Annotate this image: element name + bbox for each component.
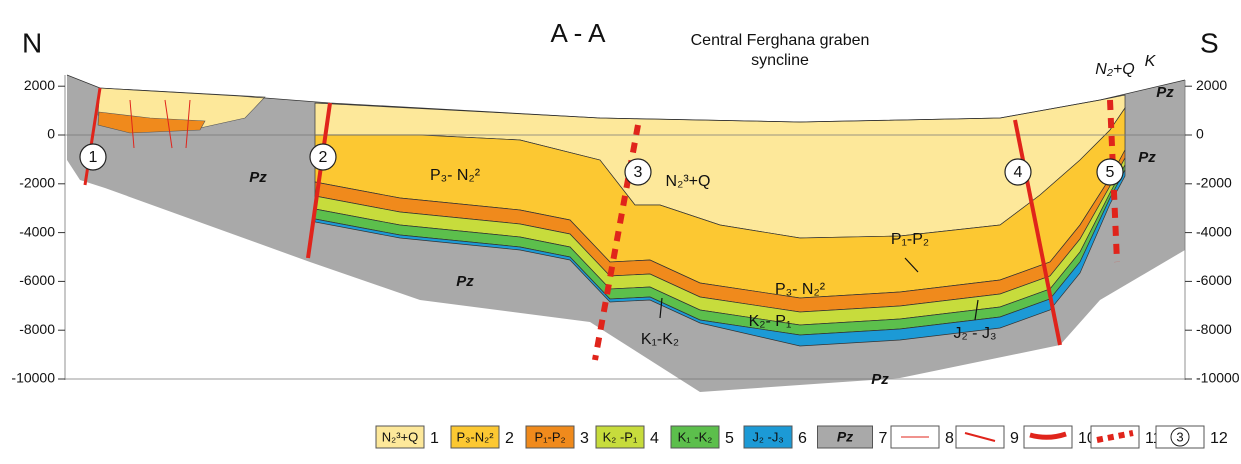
legend-number: 6 [798, 430, 807, 447]
layer-label: Pz [249, 169, 267, 186]
tick-label: -4000 [19, 223, 55, 239]
layer-label: P₃- N₂² [775, 281, 826, 298]
feature-label: syncline [751, 52, 809, 69]
tick-label: 2000 [1196, 77, 1227, 93]
tick-label: -6000 [1196, 272, 1232, 288]
layer-label: N₂+Q [1095, 61, 1134, 78]
tick-label: -8000 [19, 321, 55, 337]
layer-label: Pz [456, 273, 474, 290]
layer-label: Pz [871, 371, 889, 388]
tick-label: 2000 [24, 77, 55, 93]
legend-number: 9 [1010, 430, 1019, 447]
layer-label: J₂ - J₃ [954, 325, 997, 342]
legend-symbol: N₂³+Q [382, 429, 418, 444]
legend-number: 8 [945, 430, 954, 447]
legend-number: 5 [725, 430, 734, 447]
tick-label: -2000 [1196, 175, 1232, 191]
layer-label: P₃- N₂² [430, 167, 481, 184]
fault-number: 5 [1106, 164, 1115, 181]
legend-symbol: P₃-N₂² [456, 429, 494, 444]
legend-number: 1 [430, 430, 439, 447]
fault-number: 1 [89, 149, 98, 166]
north-label: N [22, 27, 42, 58]
legend-number: 12 [1210, 430, 1228, 447]
legend-symbol: J₂ -J₃ [752, 429, 783, 444]
legend-number: 3 [580, 430, 589, 447]
legend-symbol: K₂ -P₁ [603, 429, 638, 444]
layer-label: N₂³+Q [666, 173, 711, 190]
feature-label: Central Ferghana graben [691, 32, 870, 49]
layer-label: Pz [1156, 84, 1174, 101]
tick-label: -2000 [19, 175, 55, 191]
section-title: A - A [551, 18, 607, 48]
legend-number: 7 [879, 430, 888, 447]
tick-label: -10000 [11, 370, 55, 386]
layer-label: K₁-K₂ [641, 331, 679, 348]
legend-symbol: P₁-P₂ [534, 429, 565, 444]
legend-symbol: 3 [1176, 429, 1183, 444]
tick-label: -10000 [1196, 370, 1240, 386]
legend-symbol: K₁ -K₂ [678, 429, 713, 444]
layer-label: K [1145, 53, 1157, 70]
fault-number: 4 [1014, 164, 1023, 181]
south-label: S [1200, 27, 1219, 58]
layer-label: K₂- P₁ [749, 313, 792, 330]
fault-number: 2 [319, 149, 328, 166]
tick-label: -6000 [19, 272, 55, 288]
tick-label: -8000 [1196, 321, 1232, 337]
layer-label: Pz [1138, 149, 1156, 166]
tick-label: -4000 [1196, 223, 1232, 239]
legend-symbol: Pz [837, 429, 853, 445]
tick-label: 0 [47, 126, 55, 142]
layer-label: P₁-P₂ [891, 231, 929, 248]
cross-section: N S A - A Central Ferghana graben syncli… [0, 0, 1241, 464]
legend-number: 2 [505, 430, 514, 447]
legend-number: 4 [650, 430, 659, 447]
tick-label: 0 [1196, 126, 1204, 142]
fault-number: 3 [634, 164, 643, 181]
